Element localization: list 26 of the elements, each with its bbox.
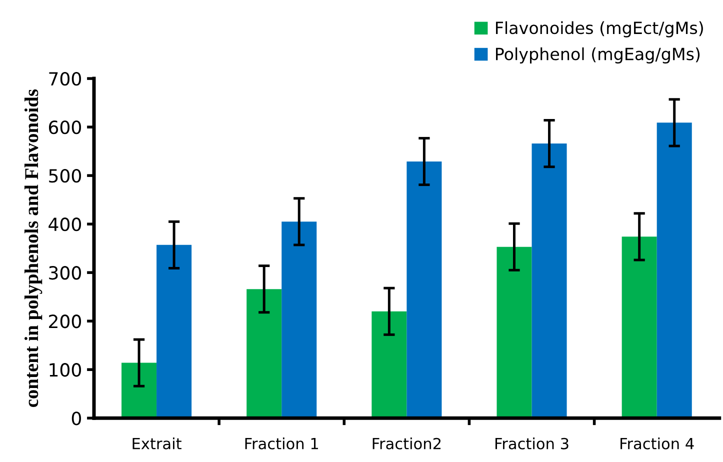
x-tick-label: Fraction2 [372, 438, 441, 450]
y-tick-label: 600 [48, 120, 81, 134]
legend-label: Polyphenol (mgEag/gMs) [496, 47, 700, 64]
bar [372, 311, 407, 418]
bar [156, 244, 192, 418]
bar [406, 161, 442, 418]
x-tick-label: Extrait [132, 438, 182, 450]
y-tick-label: 300 [49, 266, 81, 280]
bar [122, 362, 157, 418]
legend-label: Flavonoides (mgEct/gMs) [496, 21, 703, 38]
bar [282, 222, 317, 418]
y-tick-label: 500 [49, 169, 81, 183]
x-tick-label: Fraction 4 [620, 438, 694, 450]
bar [496, 246, 532, 418]
x-tick-label: Fraction 3 [495, 438, 568, 450]
bar [532, 144, 567, 418]
y-axis-title: content in polyphenols and Flavonoids [24, 89, 42, 408]
y-tick-label: 200 [49, 314, 81, 328]
bar [246, 289, 282, 418]
y-tick-label: 400 [48, 218, 81, 232]
y-tick-label: 0 [72, 412, 81, 426]
y-tick-label: 100 [50, 363, 81, 377]
bar [622, 236, 657, 418]
x-tick-label: Fraction 1 [245, 438, 318, 450]
y-tick-label: 700 [49, 72, 81, 86]
bar [656, 122, 692, 418]
